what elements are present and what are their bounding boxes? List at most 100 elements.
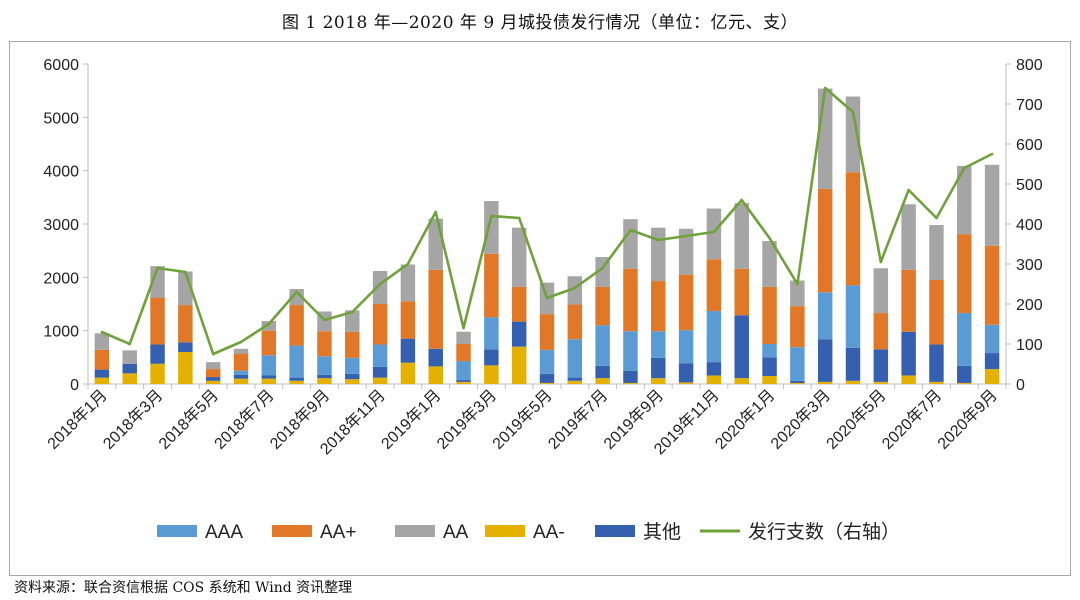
line-point: [156, 266, 159, 270]
bar-AA-: [678, 382, 694, 384]
y-right-tick-label: 0: [1016, 377, 1025, 394]
line-point: [462, 326, 465, 330]
bar-其他: [929, 344, 944, 382]
bar-AAA: [984, 324, 1000, 354]
bar-其他: [400, 338, 416, 363]
bar-其他: [901, 331, 916, 376]
bar-AA: [484, 201, 499, 254]
bar-AA+: [678, 274, 694, 331]
bar-AA+: [150, 297, 165, 345]
bar-AA: [511, 227, 527, 287]
bar-AAA: [651, 331, 666, 358]
bar-AA-: [484, 365, 499, 384]
bar-AA: [261, 321, 277, 331]
line-point: [490, 214, 493, 218]
bar-其他: [790, 380, 805, 383]
line-point: [100, 330, 104, 334]
bar-AA+: [845, 172, 861, 286]
bar-AA-: [317, 378, 332, 384]
y-right-tick-label: 300: [1016, 257, 1043, 274]
bar-AA: [929, 225, 944, 280]
bar-AA-: [400, 362, 416, 384]
bar-AA+: [873, 313, 889, 350]
bar-AA+: [233, 353, 249, 371]
bar-AA+: [511, 286, 527, 322]
bar-AAA: [233, 370, 249, 375]
line-point: [184, 270, 187, 274]
y-left-tick-label: 6000: [43, 57, 79, 74]
x-tick-label: 2018年5月: [155, 386, 222, 453]
bar-AA-: [150, 363, 165, 384]
legend-swatch: [395, 525, 435, 537]
bar-AA-: [345, 379, 360, 384]
line-point: [935, 216, 938, 220]
bar-AA: [817, 88, 833, 189]
bar-其他: [178, 342, 193, 352]
bar-AAA: [567, 339, 583, 378]
bar-AA: [428, 218, 443, 270]
x-tick-label: 2019年5月: [489, 386, 556, 453]
bar-AAA: [456, 361, 471, 380]
bar-AA: [957, 165, 972, 235]
bar-AA: [345, 310, 360, 332]
line-point: [211, 352, 215, 356]
bar-AA-: [233, 378, 249, 384]
line-point: [573, 286, 577, 290]
x-tick-label: 2020年3月: [767, 386, 834, 453]
bar-AAA: [484, 317, 499, 350]
line-point: [323, 318, 326, 322]
bar-其他: [428, 348, 443, 367]
bar-AA-: [428, 366, 443, 384]
legend-label: 发行支数（右轴）: [748, 521, 900, 543]
chart-title: 图 1 2018 年—2020 年 9 月城投债发行情况（单位：亿元、支）: [281, 13, 799, 33]
bar-其他: [456, 379, 471, 382]
bar-AA-: [595, 378, 610, 384]
y-left-tick-label: 5000: [43, 110, 79, 127]
bar-AA: [845, 96, 861, 173]
bar-AA+: [651, 281, 666, 332]
bar-AAA: [317, 356, 332, 375]
y-right-tick-label: 500: [1016, 177, 1043, 194]
x-tick-label: 2018年1月: [44, 386, 111, 453]
bar-其他: [484, 349, 499, 366]
bar-AA-: [122, 373, 137, 384]
x-tick-label: 2018年3月: [100, 386, 167, 453]
legend-swatch: [272, 525, 312, 537]
bar-其他: [623, 370, 638, 383]
x-tick-label: 2020年7月: [878, 386, 945, 453]
bar-AA-: [94, 377, 110, 384]
bar-AA: [289, 289, 304, 306]
bar-其他: [651, 357, 666, 379]
line-point: [712, 230, 716, 234]
x-tick-label: 2020年1月: [712, 386, 779, 453]
bar-AAA: [345, 357, 360, 374]
bar-AAA: [595, 325, 610, 366]
bar-其他: [873, 349, 889, 382]
line-point: [517, 216, 521, 220]
bar-其他: [567, 377, 583, 381]
bar-其他: [511, 321, 527, 347]
bar-AAA: [817, 292, 833, 340]
bar-AAA: [706, 310, 722, 363]
bar-AA+: [762, 286, 777, 344]
bar-其他: [317, 374, 332, 379]
bar-AAA: [845, 285, 861, 348]
y-right-tick-label: 100: [1016, 337, 1043, 354]
bar-AA-: [567, 380, 583, 384]
legend-label: AA: [443, 522, 469, 543]
source-note: 资料来源：联合资信根据 COS 系统和 Wind 资讯整理: [14, 580, 353, 596]
line-point: [350, 310, 354, 314]
y-right-tick-label: 400: [1016, 217, 1043, 234]
bar-AA: [762, 241, 777, 287]
bar-AA: [205, 362, 221, 370]
x-tick-label: 2019年7月: [545, 386, 612, 453]
legend-swatch: [595, 525, 635, 537]
y-left-tick-label: 4000: [43, 164, 79, 181]
bar-AA-: [623, 382, 638, 384]
bar-AA+: [205, 369, 221, 378]
bar-AA+: [484, 253, 499, 318]
bar-其他: [845, 347, 861, 381]
y-right-tick-label: 200: [1016, 297, 1043, 314]
bar-AA: [233, 348, 249, 354]
